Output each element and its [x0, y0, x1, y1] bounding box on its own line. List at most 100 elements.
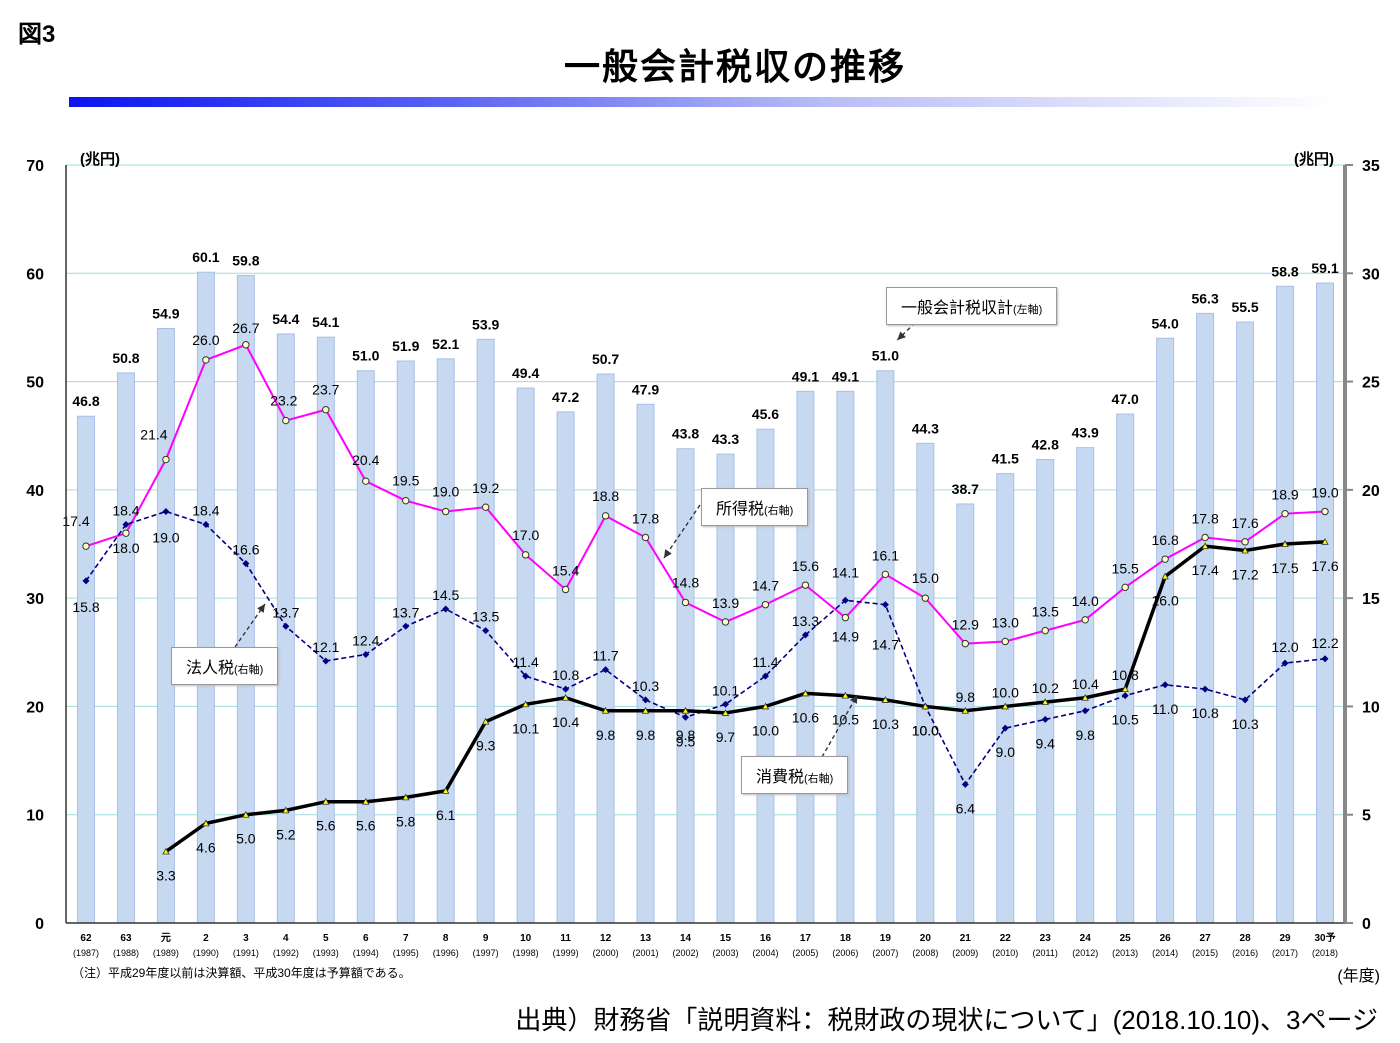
consumption-tax-value-label: 5.6 [316, 818, 336, 834]
x-tick-year-label: (1992) [273, 948, 299, 958]
x-tick-label: 22 [1000, 933, 1012, 944]
x-tick-year-label: (2016) [1232, 948, 1258, 958]
bar-value-label: 47.9 [632, 381, 659, 397]
left-axis-tick-label: 70 [26, 158, 44, 175]
income-tax-value-label: 17.8 [632, 511, 659, 527]
x-tick-label: 9 [483, 933, 489, 944]
bar-value-label: 50.8 [112, 350, 139, 366]
x-tick-year-label: (1990) [193, 948, 219, 958]
bar-total-tax [76, 415, 95, 924]
bar-total-tax [156, 328, 175, 924]
consumption-tax-value-label: 5.8 [396, 813, 416, 829]
income-tax-value-label: 23.2 [270, 393, 297, 409]
corporate-tax-marker [1241, 696, 1249, 704]
x-tick-year-label: (2007) [872, 948, 898, 958]
corporate-tax-value-label: 10.8 [1191, 705, 1218, 721]
left-axis-tick-label: 10 [26, 808, 44, 825]
callout-corporate-arrow [234, 603, 266, 648]
corporate-tax-value-label: 10.3 [632, 678, 659, 694]
right-axis-tick-label: 20 [1362, 483, 1380, 500]
right-axis-tick-label: 15 [1362, 591, 1380, 608]
corporate-tax-marker [122, 521, 130, 529]
income-tax-marker [402, 496, 410, 505]
income-tax-marker [801, 581, 810, 589]
income-tax-value-label: 18.8 [592, 488, 619, 504]
corporate-tax-marker [1081, 707, 1089, 715]
bar-value-label: 53.9 [472, 316, 499, 332]
corporate-tax-marker [362, 650, 370, 658]
x-tick-label: 8 [443, 933, 449, 944]
callout-total-arrow [896, 317, 921, 341]
income-tax-marker [1321, 507, 1329, 516]
consumption-tax-marker [841, 691, 850, 699]
x-tick-label: 27 [1200, 933, 1212, 944]
bar-total-tax [436, 358, 455, 924]
x-tick-label: 23 [1040, 933, 1052, 944]
x-tick-year-label: (2012) [1072, 948, 1098, 958]
consumption-tax-value-label: 10.0 [752, 722, 779, 738]
x-tick-label: 14 [680, 933, 692, 944]
bar-value-label: 54.4 [272, 311, 299, 327]
consumption-tax-marker [1281, 540, 1289, 547]
income-tax-value-label: 17.0 [512, 527, 539, 543]
corporate-tax-value-label: 18.4 [112, 503, 139, 519]
right-axis-tick-label: 30 [1362, 266, 1380, 283]
corporate-tax-value-label: 13.3 [792, 613, 819, 629]
callout-corporate-label: 法人税 [186, 660, 235, 677]
bar-value-label: 51.0 [352, 348, 379, 364]
income-tax-marker [162, 455, 170, 464]
corporate-tax-value-label: 14.9 [832, 628, 859, 644]
x-tick-year-label: (2018) [1312, 948, 1338, 958]
income-tax-marker [841, 613, 850, 622]
income-tax-marker [961, 639, 969, 648]
bar-total-tax [1276, 285, 1295, 924]
bar-total-tax [396, 360, 415, 924]
x-axis-unit: (年度) [1337, 968, 1380, 985]
bar-value-label: 49.4 [512, 365, 539, 381]
x-tick-label: 18 [840, 933, 852, 944]
corporate-tax-value-label: 12.4 [352, 632, 379, 648]
corporate-tax-value-label: 11.0 [1152, 701, 1178, 717]
callout-total-axis: (左軸) [1013, 304, 1043, 316]
corporate-tax-marker [562, 685, 570, 693]
left-axis-tick-label: 60 [26, 266, 44, 283]
consumption-tax-marker [442, 787, 450, 794]
bar-value-label: 54.9 [152, 306, 179, 322]
x-tick-label: 17 [800, 933, 812, 944]
consumption-tax-value-label: 9.7 [716, 729, 736, 745]
income-tax-marker [282, 416, 290, 425]
corporate-tax-marker [1121, 692, 1129, 700]
bar-total-tax [1156, 337, 1175, 924]
x-tick-year-label: (1989) [153, 948, 179, 958]
consumption-tax-marker [761, 702, 770, 710]
consumption-tax-line [164, 540, 1326, 853]
callout-consumption-tax: 消費税(右軸) [741, 756, 849, 794]
bar-value-label: 55.5 [1231, 299, 1258, 315]
x-tick-year-label: (1995) [393, 948, 419, 958]
income-tax-marker [601, 512, 610, 520]
income-tax-marker [322, 406, 330, 414]
income-tax-marker [881, 570, 890, 579]
income-tax-value-label: 15.5 [1112, 560, 1139, 576]
x-tick-label: 25 [1120, 933, 1132, 944]
consumption-tax-marker [481, 717, 490, 725]
x-tick-label: 62 [80, 933, 92, 944]
corporate-tax-value-label: 10.3 [1231, 716, 1258, 732]
callout-corporate-tax: 法人税(右軸) [171, 647, 279, 685]
corporate-tax-marker [1281, 659, 1289, 667]
bar-value-label: 51.0 [872, 348, 899, 364]
x-tick-year-label: (2015) [1192, 948, 1218, 958]
corporate-tax-marker [1201, 685, 1209, 693]
x-tick-label: 2 [203, 933, 209, 944]
x-tick-year-label: (2000) [593, 948, 619, 958]
corporate-tax-value-label: 14.5 [432, 587, 459, 603]
income-tax-marker [921, 594, 930, 602]
consumption-tax-value-label: 4.6 [196, 839, 216, 855]
bar-value-label: 42.8 [1032, 437, 1059, 453]
income-tax-value-label: 12.9 [952, 617, 979, 633]
bar-value-label: 56.3 [1191, 290, 1218, 306]
callout-consumption-arrow [821, 694, 858, 758]
x-tick-year-label: (1999) [553, 948, 579, 958]
income-tax-value-label: 21.4 [140, 427, 167, 443]
consumption-tax-value-label: 9.8 [676, 727, 696, 743]
